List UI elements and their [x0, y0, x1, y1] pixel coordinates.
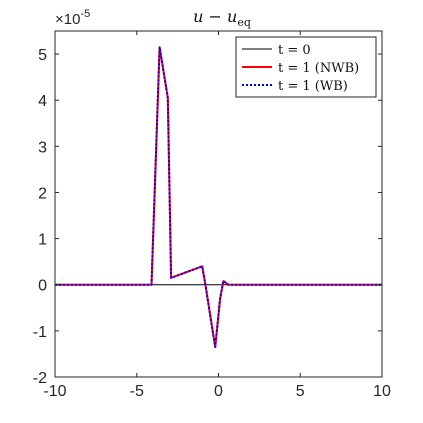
legend-label-0: t = 0 — [278, 43, 311, 58]
legend-label-1: t = 1 (NWB) — [278, 61, 359, 76]
x-tick-label: 0 — [214, 383, 223, 400]
legend: t = 0 t = 1 (NWB) t = 1 (WB) — [235, 36, 377, 98]
x-tick-label: 5 — [296, 383, 305, 400]
legend-label-2: t = 1 (WB) — [278, 79, 348, 94]
chart-title-subscript: eq — [237, 16, 251, 29]
y-tick-label: 4 — [38, 93, 47, 110]
x-tick-label: -5 — [130, 383, 144, 400]
y-tick-label: 2 — [38, 185, 47, 202]
y-tick-label: 0 — [38, 278, 47, 295]
y-tick-label: 5 — [38, 47, 47, 64]
series-layer — [55, 46, 382, 348]
y-exponent-power: -5 — [80, 8, 90, 20]
x-tick-label: -10 — [43, 383, 66, 400]
series-line-2 — [55, 46, 382, 348]
y-tick-label: -1 — [33, 324, 47, 341]
plot-frame — [54, 30, 383, 378]
x-tick-label: 10 — [373, 383, 391, 400]
y-tick-label: 1 — [38, 232, 47, 249]
chart-title: u − ueq — [193, 7, 251, 29]
y-tick-label: -2 — [33, 370, 47, 387]
y-exponent-label: ×10-5 — [55, 8, 90, 28]
y-tick-label: 3 — [38, 139, 47, 156]
